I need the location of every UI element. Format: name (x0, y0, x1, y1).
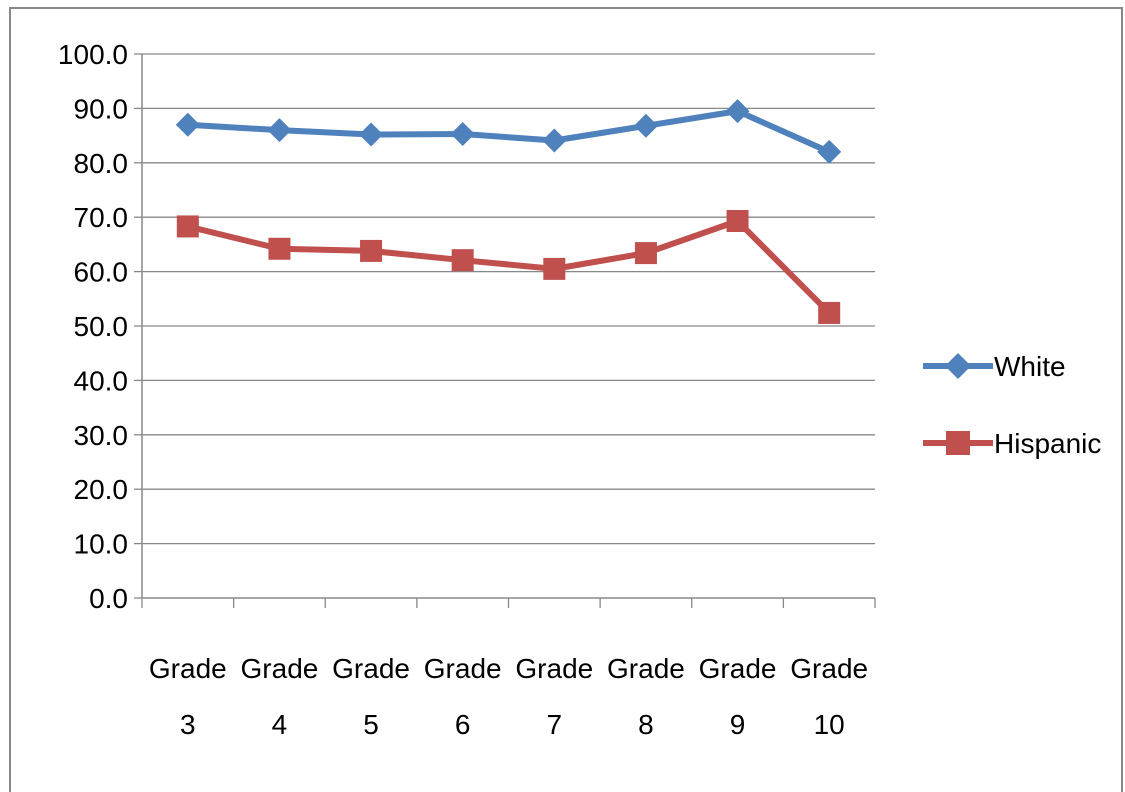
x-tick-label-line: 7 (547, 709, 563, 740)
x-tick-label-line: 4 (272, 709, 288, 740)
data-point-hispanic (634, 242, 657, 265)
y-tick-label: 90.0 (74, 93, 129, 124)
data-point-hispanic (268, 237, 291, 260)
x-tick-label: Grade 9 (699, 653, 777, 740)
data-point-hispanic (543, 257, 566, 280)
y-tick-label: 80.0 (74, 148, 129, 179)
x-tick-label-line: Grade (332, 653, 410, 684)
x-tick-label-line: Grade (149, 653, 227, 684)
x-tick-label: Grade 7 (515, 653, 593, 740)
data-point-white (450, 121, 475, 146)
series-group (175, 99, 842, 324)
data-point-hispanic (726, 210, 749, 233)
x-tick-label: Grade 8 (607, 653, 685, 740)
x-tick-label-line: 8 (638, 709, 654, 740)
legend-square-marker (946, 431, 970, 455)
y-tick-label: 60.0 (74, 257, 129, 288)
legend: White Hispanic (923, 351, 1101, 459)
data-point-hispanic (818, 301, 841, 324)
gridlines (142, 53, 875, 545)
y-tick-label: 100.0 (58, 39, 128, 70)
data-point-white (725, 99, 750, 124)
x-tick-label-line: 5 (363, 709, 379, 740)
y-tick-label: 0.0 (89, 583, 128, 614)
y-tick-label: 40.0 (74, 365, 129, 396)
legend-item-hispanic: Hispanic (923, 428, 1101, 459)
data-point-white (633, 113, 658, 138)
data-point-white (267, 118, 292, 143)
data-point-white (817, 139, 842, 164)
y-tick-label: 10.0 (74, 529, 129, 560)
x-tick-label-line: Grade (241, 653, 319, 684)
x-tick-label-line: Grade (607, 653, 685, 684)
x-tick-label: Grade 5 (332, 653, 410, 740)
legend-label: Hispanic (994, 428, 1101, 459)
series-hispanic (176, 210, 841, 324)
x-tick-label-line: Grade (515, 653, 593, 684)
y-tick-label: 50.0 (74, 311, 129, 342)
x-tick-label: Grade 3 (149, 653, 227, 740)
x-tick-label-line: 9 (730, 709, 746, 740)
series-line-white (187, 108, 831, 155)
data-point-white (542, 128, 567, 153)
data-point-hispanic (360, 239, 383, 262)
data-point-white (175, 112, 200, 137)
x-tick-label-line: 6 (455, 709, 471, 740)
x-tick-label-line: Grade (790, 653, 868, 684)
y-tick-label: 30.0 (74, 420, 129, 451)
legend-item-white: White (923, 351, 1066, 382)
x-tick-label: Grade 4 (241, 653, 319, 740)
x-tick-label-line: 3 (180, 709, 196, 740)
legend-diamond-marker (945, 353, 971, 379)
y-tick-label: 20.0 (74, 474, 129, 505)
x-tick-label-line: Grade (424, 653, 502, 684)
legend-label: White (994, 351, 1066, 382)
x-tick-label-line: Grade (699, 653, 777, 684)
x-tick-label-line: 10 (814, 709, 845, 740)
data-point-hispanic (176, 215, 199, 238)
series-white (175, 99, 842, 164)
data-point-hispanic (451, 249, 474, 272)
x-tick-label: Grade 10 (790, 653, 868, 740)
x-tick-label: Grade 6 (424, 653, 502, 740)
series-line-hispanic (187, 218, 832, 316)
y-axis-ticks: 0.0 10.0 20.0 30.0 40.0 50.0 60.0 70.0 80.0 90.0 1… (58, 39, 142, 614)
data-point-white (359, 122, 384, 147)
y-tick-label: 70.0 (74, 202, 129, 233)
